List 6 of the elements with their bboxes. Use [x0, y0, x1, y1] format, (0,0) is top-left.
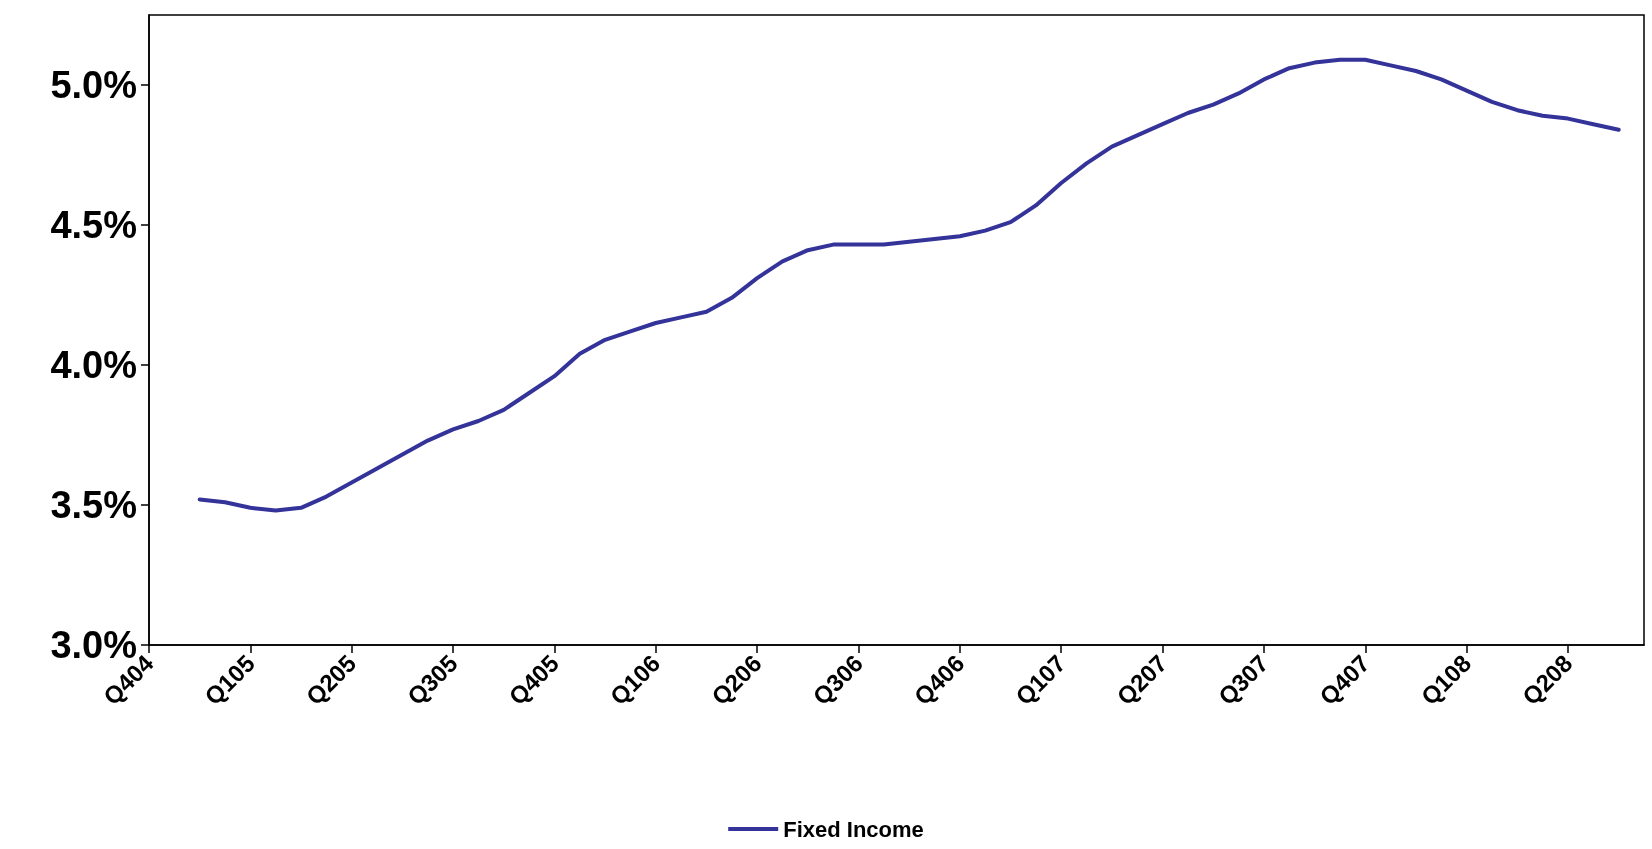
y-tick-label: 4.0%: [50, 344, 137, 386]
y-tick-label: 3.5%: [50, 484, 137, 526]
y-tick-label: 5.0%: [50, 64, 137, 106]
y-tick-label: 4.5%: [50, 204, 137, 246]
line-series: [197, 57, 1621, 513]
legend-label: Fixed Income: [783, 816, 924, 842]
